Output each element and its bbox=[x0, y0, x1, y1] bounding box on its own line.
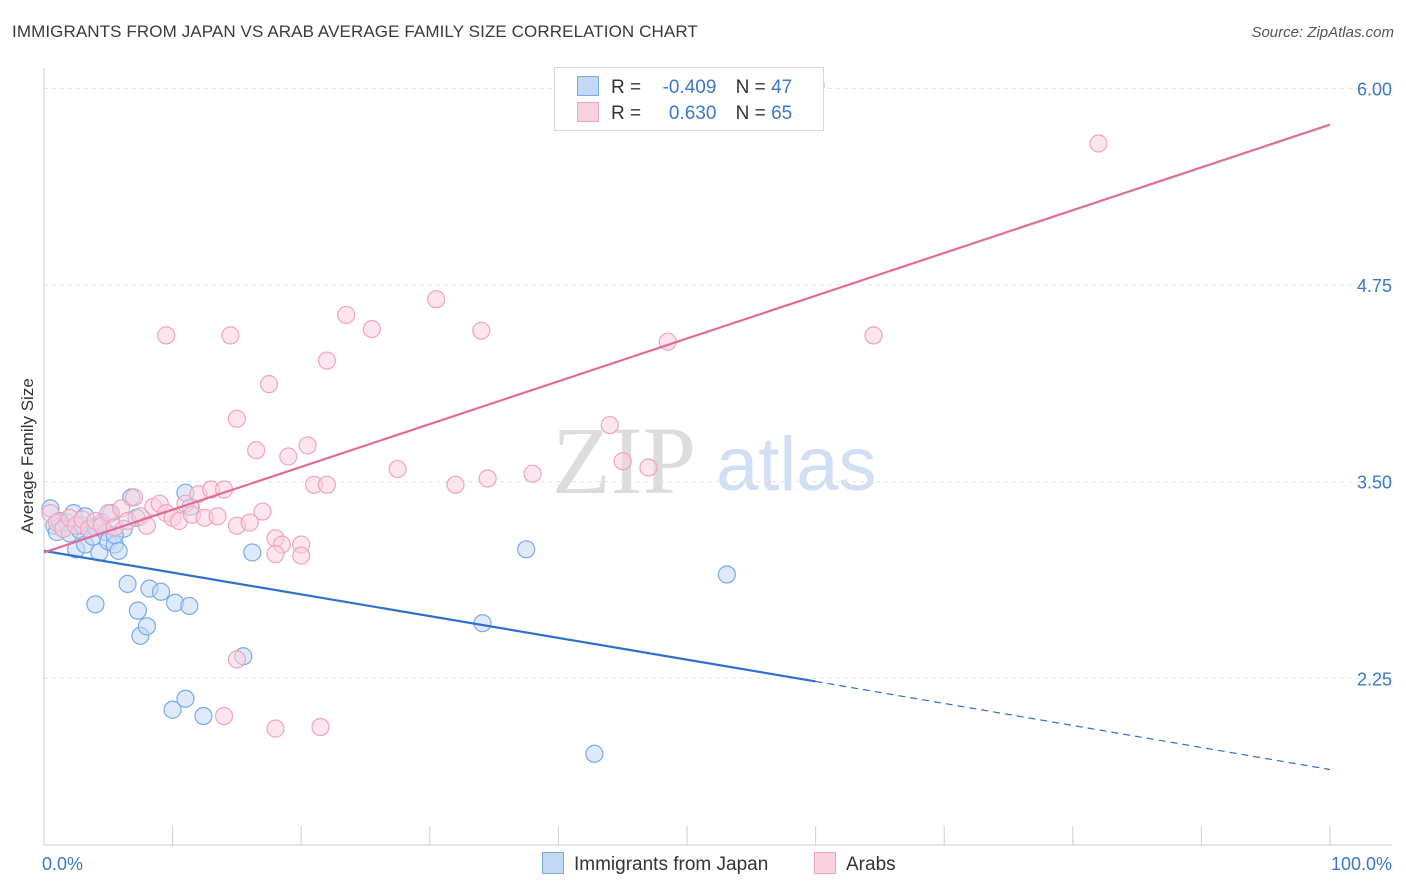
arab-point bbox=[600, 415, 619, 435]
japan-point bbox=[109, 541, 128, 560]
arab-point bbox=[317, 351, 337, 370]
arab-point bbox=[214, 706, 234, 726]
japan-point bbox=[151, 582, 171, 601]
bottom-arabs-label: Arabs bbox=[846, 854, 896, 875]
arab-point bbox=[317, 475, 337, 494]
x-tick-label-min: 0.0% bbox=[42, 854, 83, 874]
japan-point bbox=[176, 689, 195, 708]
japan-point bbox=[585, 744, 604, 763]
bottom-japan-swatch bbox=[542, 852, 564, 874]
watermark: ZIP atlas bbox=[552, 407, 877, 514]
y-axis-title: Average Family Size bbox=[18, 378, 37, 534]
y-tick-label: 6.00 bbox=[1357, 79, 1392, 99]
arabs-r-value: 0.630 bbox=[668, 103, 717, 124]
legend-row-japan: R = -0.409 N = 47 bbox=[577, 76, 792, 98]
arabs-n-value: 65 bbox=[771, 103, 793, 124]
japan-r-label: R = bbox=[611, 77, 642, 98]
arab-point bbox=[208, 507, 227, 526]
legend-row-arabs: R = 0.630 N = 65 bbox=[577, 102, 792, 124]
gridlines bbox=[44, 87, 1392, 679]
arab-point bbox=[247, 441, 266, 460]
japan-point bbox=[180, 596, 199, 616]
japan-trend-line bbox=[43, 549, 816, 683]
arabs-n-label: N = bbox=[735, 103, 766, 124]
bottom-japan-label: Immigrants from Japan bbox=[574, 854, 769, 875]
japan-r-value: -0.409 bbox=[662, 77, 717, 98]
bottom-legend-arabs: Arabs bbox=[814, 852, 896, 876]
arabs-points bbox=[41, 76, 1108, 738]
arab-point bbox=[388, 459, 407, 479]
japan-point bbox=[717, 565, 736, 584]
arabs-trend-line bbox=[43, 123, 1331, 554]
arab-point bbox=[266, 544, 285, 564]
source-credit: Source: ZipAtlas.com bbox=[1251, 24, 1394, 41]
x-tick-label-max: 100.0% bbox=[1331, 854, 1392, 874]
arab-point bbox=[864, 326, 883, 345]
japan-point bbox=[118, 574, 137, 594]
arab-point bbox=[337, 305, 356, 325]
arab-point bbox=[1089, 134, 1108, 153]
japan-point bbox=[163, 700, 182, 719]
arab-point bbox=[639, 458, 658, 477]
axes bbox=[43, 68, 1392, 846]
y-tick-labels: 2.25 3.50 4.75 6.00 bbox=[1357, 79, 1392, 689]
japan-point bbox=[128, 601, 147, 620]
arab-point bbox=[279, 447, 298, 466]
arab-point bbox=[292, 546, 311, 565]
arab-point bbox=[266, 719, 285, 738]
arabs-r-label: R = bbox=[611, 103, 642, 124]
japan-swatch bbox=[577, 76, 599, 96]
arab-point bbox=[472, 321, 491, 340]
arab-point bbox=[613, 452, 632, 471]
japan-point bbox=[194, 706, 213, 726]
arab-point bbox=[478, 469, 497, 488]
stats-legend: R = -0.409 N = 47 R = 0.630 N = 65 bbox=[554, 67, 824, 131]
arab-point bbox=[362, 319, 382, 339]
arab-point bbox=[311, 717, 330, 737]
arab-point bbox=[427, 290, 446, 309]
arabs-swatch bbox=[577, 102, 599, 122]
y-tick-label: 2.25 bbox=[1357, 669, 1392, 689]
japan-point bbox=[243, 543, 262, 562]
chart-title: IMMIGRANTS FROM JAPAN VS ARAB AVERAGE FA… bbox=[12, 22, 698, 41]
japan-point bbox=[137, 617, 156, 636]
japan-point bbox=[86, 595, 105, 614]
japan-point bbox=[517, 540, 536, 559]
arab-point bbox=[253, 502, 272, 521]
y-tick-label: 3.50 bbox=[1357, 473, 1392, 493]
arab-point bbox=[157, 326, 176, 345]
arab-point bbox=[227, 650, 246, 669]
arab-point bbox=[221, 326, 240, 345]
japan-trend-extension bbox=[815, 680, 1331, 771]
y-tick-label: 4.75 bbox=[1357, 276, 1392, 296]
arab-point bbox=[227, 409, 246, 428]
watermark-atlas: atlas bbox=[716, 422, 877, 507]
arab-point bbox=[523, 464, 542, 483]
trend-lines bbox=[43, 123, 1331, 771]
arab-point bbox=[124, 488, 144, 507]
bottom-arabs-swatch bbox=[814, 852, 836, 874]
arab-point bbox=[240, 513, 259, 532]
arab-point bbox=[446, 475, 465, 494]
bottom-legend-japan: Immigrants from Japan bbox=[542, 852, 768, 876]
japan-n-label: N = bbox=[735, 77, 766, 98]
arab-point bbox=[298, 436, 317, 455]
japan-n-value: 47 bbox=[771, 77, 793, 98]
x-ticks bbox=[43, 826, 1331, 845]
arab-point bbox=[259, 375, 279, 394]
